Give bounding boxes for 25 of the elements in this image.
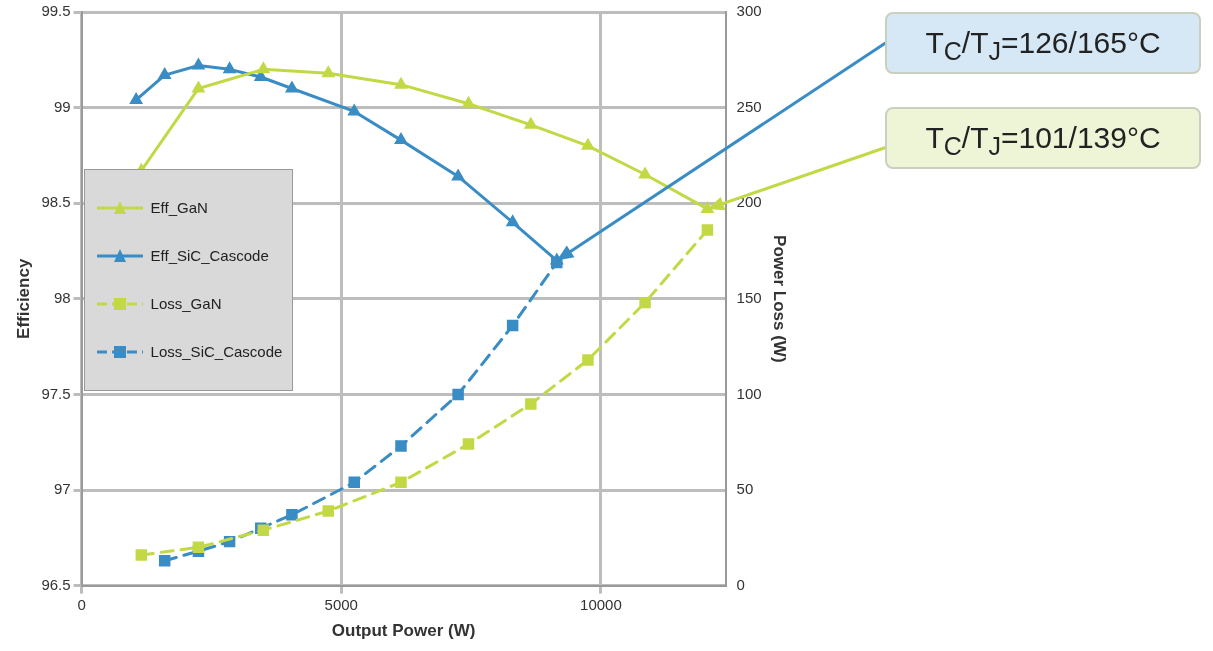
x-axis-title: Output Power (W) xyxy=(331,621,476,641)
y2-tick-label: 0 xyxy=(736,575,745,593)
annotation: T$_{C}$/T$_{J}$=126/165°C xyxy=(885,12,1201,74)
y2-tick-label: 50 xyxy=(736,480,754,498)
y-tick-label: 98 xyxy=(53,288,71,306)
y-tick-label: 98.5 xyxy=(41,193,71,211)
annotation: T$_{C}$/T$_{J}$=101/139°C xyxy=(885,107,1201,169)
legend-label: Eff_GaN xyxy=(150,199,208,217)
y-tick-label: 99 xyxy=(53,97,71,115)
y2-axis-title: Power Loss (W) xyxy=(770,235,790,363)
y-tick-label: 97.5 xyxy=(41,384,71,402)
y2-tick-label: 150 xyxy=(736,288,762,306)
legend-label: Loss_GaN xyxy=(150,295,222,313)
legend-label: Loss_SiC_Cascode xyxy=(150,343,283,361)
x-tick-label: 10000 xyxy=(580,595,622,613)
x-tick-label: 0 xyxy=(77,595,86,613)
y-axis-title: Efficiency xyxy=(13,258,33,339)
y-tick-label: 96.5 xyxy=(41,575,71,593)
y2-tick-label: 300 xyxy=(736,2,762,20)
y-tick-label: 99.5 xyxy=(41,2,71,20)
x-tick-label: 5000 xyxy=(324,595,358,613)
legend-label: Eff_SiC_Cascode xyxy=(150,247,269,265)
y2-tick-label: 100 xyxy=(736,384,762,402)
y-tick-label: 97 xyxy=(53,480,71,498)
y2-tick-label: 250 xyxy=(736,97,762,115)
